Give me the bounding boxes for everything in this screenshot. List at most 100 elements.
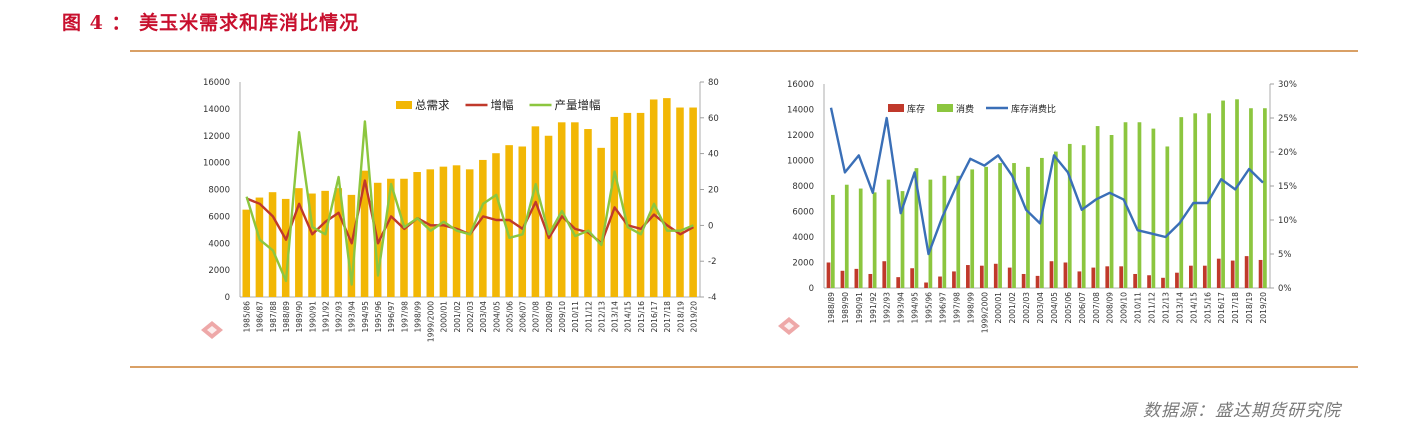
bar-消费 [1221, 100, 1225, 288]
bar-消费 [998, 163, 1002, 288]
bar-库存 [1244, 256, 1249, 288]
bar-库存 [826, 262, 831, 288]
bar-库存 [1216, 258, 1221, 288]
bar-库存 [840, 270, 845, 288]
demand-growth-chart-svg: 0 2000 4000 6000 8000 10000 12000 14000 16000 -4 -… [203, 78, 719, 342]
bar-消费 [1165, 146, 1170, 288]
x-tick-label: 2002/03 [1022, 292, 1031, 324]
bar-总需求 [571, 122, 579, 297]
x-tick-label: 2015/16 [1203, 292, 1212, 324]
x-tick-label: 2004/05 [1050, 292, 1059, 324]
x-tick-label: 2014/15 [624, 301, 633, 333]
bar-库存 [979, 265, 984, 288]
bar-消费 [1151, 128, 1156, 288]
bar-消费 [1179, 117, 1184, 289]
bar-总需求 [334, 188, 343, 297]
bar-总需求 [360, 170, 369, 297]
bar-库存 [924, 282, 928, 288]
bar-库存 [1063, 262, 1068, 288]
diamond-logo-icon [778, 317, 800, 335]
top-divider [130, 50, 1358, 52]
y-tick-label: 12000 [787, 131, 814, 141]
y2-tick-label: 25% [1278, 114, 1297, 124]
bar-总需求 [255, 197, 264, 297]
x-tick-label: 2013/14 [611, 301, 620, 333]
bar-库存 [1258, 259, 1263, 288]
y-tick-label: 4000 [208, 239, 230, 249]
bar-库存 [1021, 273, 1026, 288]
bar-总需求 [676, 107, 684, 297]
bar-总需求 [321, 190, 329, 297]
x-tick-label: 1994/95 [361, 301, 370, 333]
y-tick-label: 0 [809, 284, 814, 294]
bar-总需求 [544, 135, 553, 297]
x-tick-label: 2001/02 [1008, 292, 1017, 324]
bar-库存 [1230, 260, 1235, 288]
stock-to-use-chart: 0 2000 4000 6000 8000 10000 12000 14000 16000 0% 5… [770, 60, 1305, 360]
y2-tick-label: 20% [1278, 148, 1297, 158]
bar-库存 [1035, 275, 1040, 288]
line-产量增幅 [245, 120, 694, 286]
legend-label: 总需求 [415, 98, 450, 112]
x-tick-label: 1995/96 [374, 301, 383, 333]
figure-title: 图 4 ： 美玉米需求和库消比情况 [62, 12, 360, 34]
x-tick-label: 2007/08 [1092, 292, 1101, 324]
bar-库存 [1091, 267, 1096, 288]
y2-tick-label: 0% [1278, 284, 1292, 294]
bar-消费 [942, 175, 947, 288]
x-tick-label: 2005/06 [1064, 292, 1073, 324]
bar-消费 [1053, 151, 1058, 288]
x-tick-label: 1998/99 [413, 301, 422, 333]
bar-消费 [1081, 145, 1086, 288]
bar-消费 [1012, 163, 1016, 288]
bar-总需求 [597, 147, 605, 297]
y2-tick-label: 40 [708, 150, 719, 160]
x-tick-label: 2002/03 [466, 301, 475, 333]
bar-总需求 [518, 146, 527, 297]
x-tick-label: 2011/12 [584, 301, 593, 333]
line-库存消费比 [829, 107, 1264, 256]
x-tick-label: 2019/20 [689, 301, 698, 333]
x-tick-label: 1992/93 [335, 301, 344, 333]
bar-库存 [1007, 267, 1012, 288]
y-tick-label: 0 [225, 293, 230, 303]
x-tick-label: 1991/92 [869, 292, 878, 324]
x-tick-label: 2016/17 [650, 301, 659, 333]
bar-消费 [844, 184, 849, 288]
x-tick-label: 1992/93 [883, 292, 892, 324]
y-tick-label: 10000 [787, 157, 814, 167]
y2-tick-label: 80 [708, 78, 719, 88]
x-tick-label: 1985/86 [243, 301, 252, 333]
x-tick-label: 2012/13 [1161, 292, 1170, 324]
bar-总需求 [663, 98, 671, 297]
bar-总需求 [387, 178, 395, 297]
legend-swatch [937, 104, 953, 112]
y2-tick-label: 30% [1278, 80, 1297, 90]
x-tick-label: 2019/20 [1259, 292, 1268, 324]
bar-库存 [966, 265, 970, 288]
x-tick-label: 2011/12 [1148, 292, 1157, 324]
x-tick-label: 2010/11 [1134, 292, 1143, 324]
legend-swatch [888, 104, 904, 112]
x-tick-label: 1999/2000 [980, 292, 989, 333]
bar-库存 [882, 261, 887, 288]
bar-消费 [858, 188, 863, 288]
y2-tick-label: 10% [1278, 216, 1297, 226]
legend-swatch [396, 101, 412, 109]
y-tick-label: 8000 [792, 182, 814, 192]
bar-总需求 [308, 193, 316, 297]
x-tick-label: 1995/96 [925, 292, 934, 324]
x-tick-label: 2008/09 [1106, 292, 1115, 324]
x-tick-label: 2009/10 [558, 301, 567, 333]
bar-库存 [1077, 271, 1082, 288]
y-tick-label: 12000 [203, 132, 230, 142]
y2-tick-label: 60 [708, 114, 719, 124]
x-tick-label: 1993/94 [348, 301, 357, 333]
bar-消费 [886, 179, 891, 288]
x-tick-label: 1997/98 [952, 292, 961, 324]
bar-库存 [1189, 265, 1193, 288]
x-tick-label: 2014/15 [1189, 292, 1198, 324]
x-tick-label: 2005/06 [505, 301, 514, 333]
bar-库存 [896, 277, 901, 288]
x-tick-label: 2003/04 [479, 301, 488, 333]
